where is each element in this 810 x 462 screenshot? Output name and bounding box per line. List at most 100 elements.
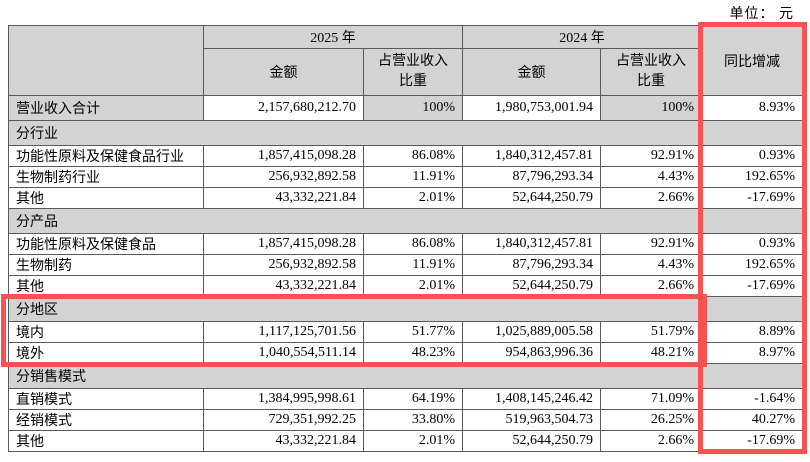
header-row-measures: 金额 占营业收入 比重 金额 占营业收入 比重 (9, 48, 803, 96)
amount-2025: 729,351,992.25 (203, 409, 364, 431)
amount-2024: 87,796,293.34 (462, 166, 601, 188)
amount-2024: 52,644,250.79 (462, 275, 601, 297)
amount-2024: 52,644,250.79 (462, 430, 601, 452)
table-row: 其他 43,332,221.84 2.01% 52,644,250.79 2.6… (8, 275, 803, 297)
yoy-change: 192.65% (701, 254, 803, 276)
pct-2024: 2.66% (600, 187, 702, 209)
header-corner-cell (8, 25, 204, 96)
section-label: 分产品 (8, 208, 803, 234)
header-amount-2025: 金额 (203, 48, 364, 96)
yoy-change: -17.69% (701, 430, 803, 452)
row-label: 其他 (8, 187, 204, 209)
row-total-revenue: 营业收入合计 2,157,680,212.70 100% 1,980,753,0… (8, 95, 803, 121)
header-amount-2024: 金额 (462, 48, 601, 96)
row-label: 其他 (8, 430, 204, 452)
table-row: 生物制药行业 256,932,892.58 11.91% 87,796,293.… (8, 166, 803, 188)
table-row: 功能性原料及保健食品 1,857,415,098.28 86.08% 1,840… (8, 233, 803, 255)
yoy-change: 192.65% (701, 166, 803, 188)
pct-2024: 4.43% (600, 166, 702, 188)
amount-2024: 954,863,996.36 (462, 342, 601, 364)
pct-2024: 2.66% (600, 275, 702, 297)
amount-2025: 1,117,125,701.56 (203, 321, 364, 343)
row-label: 其他 (8, 275, 204, 297)
amount-2025: 1,384,995,998.61 (203, 388, 364, 410)
yoy-change: 0.93% (701, 145, 803, 167)
row-label: 境外 (8, 342, 204, 364)
pct-2025: 100% (363, 95, 463, 121)
amount-2025: 43,332,221.84 (203, 430, 364, 452)
pct-2024: 51.79% (600, 321, 702, 343)
revenue-breakdown-table: 2025 年 2024 年 同比增减 金额 占营业收入 比重 金额 占营业收入 … (8, 25, 803, 452)
section-label: 分行业 (8, 120, 803, 146)
section-row-industry: 分行业 (8, 120, 803, 146)
row-label: 生物制药 (8, 254, 204, 276)
amount-2024: 519,963,504.73 (462, 409, 601, 431)
pct-2025: 86.08% (363, 233, 463, 255)
amount-2025: 43,332,221.84 (203, 187, 364, 209)
pct-2024: 2.66% (600, 430, 702, 452)
row-label: 境内 (8, 321, 204, 343)
yoy-change: -1.64% (701, 388, 803, 410)
pct-2024: 26.25% (600, 409, 702, 431)
amount-2025: 256,932,892.58 (203, 254, 364, 276)
pct-2025: 11.91% (363, 166, 463, 188)
row-label: 直销模式 (8, 388, 204, 410)
pct-2025: 2.01% (363, 187, 463, 209)
row-label: 功能性原料及保健食品行业 (8, 145, 204, 167)
amount-2025: 256,932,892.58 (203, 166, 364, 188)
amount-2024: 1,408,145,246.42 (462, 388, 601, 410)
yoy-change: -17.69% (701, 187, 803, 209)
amount-2024: 1,840,312,457.81 (462, 145, 601, 167)
pct-2024: 100% (600, 95, 702, 121)
section-row-sales-mode: 分销售模式 (8, 363, 803, 389)
pct-2024: 4.43% (600, 254, 702, 276)
pct-2025: 2.01% (363, 430, 463, 452)
header-pct-2025-line2: 比重 (399, 74, 427, 89)
header-pct-2024-line2: 比重 (637, 74, 665, 89)
yoy-change: 8.89% (701, 321, 803, 343)
amount-2024: 1,980,753,001.94 (462, 95, 601, 121)
table-row: 生物制药 256,932,892.58 11.91% 87,796,293.34… (8, 254, 803, 276)
table-row: 功能性原料及保健食品行业 1,857,415,098.28 86.08% 1,8… (8, 145, 803, 167)
unit-label: 单位： 元 (729, 7, 794, 22)
pct-2024: 92.91% (600, 145, 702, 167)
table-row: 其他 43,332,221.84 2.01% 52,644,250.79 2.6… (8, 187, 803, 209)
yoy-change: 0.93% (701, 233, 803, 255)
pct-2024: 92.91% (600, 233, 702, 255)
row-label: 功能性原料及保健食品 (8, 233, 204, 255)
pct-2025: 86.08% (363, 145, 463, 167)
header-pct-2025-line1: 占营业收入 (378, 53, 448, 69)
pct-2024: 71.09% (600, 388, 702, 410)
section-label: 分销售模式 (8, 363, 803, 389)
amount-2024: 52,644,250.79 (462, 187, 601, 209)
yoy-change: 8.97% (701, 342, 803, 364)
pct-2025: 64.19% (363, 388, 463, 410)
pct-2025: 2.01% (363, 275, 463, 297)
region-section-row: 分地区 (8, 296, 803, 322)
amount-2024: 1,025,889,005.58 (462, 321, 601, 343)
yoy-change: -17.69% (701, 275, 803, 297)
amount-2025: 2,157,680,212.70 (203, 95, 364, 121)
pct-2025: 33.80% (363, 409, 463, 431)
amount-2025: 1,857,415,098.28 (203, 233, 364, 255)
pct-2025: 48.23% (363, 342, 463, 364)
header-year-2025: 2025 年 (203, 25, 463, 49)
pct-2025: 51.77% (363, 321, 463, 343)
table-row: 经销模式 729,351,992.25 33.80% 519,963,504.7… (8, 409, 803, 431)
table-row: 其他 43,332,221.84 2.01% 52,644,250.79 2.6… (8, 430, 803, 452)
section-label: 分地区 (8, 296, 803, 322)
amount-2025: 1,040,554,511.14 (203, 342, 364, 364)
pct-2024: 48.21% (600, 342, 702, 364)
section-row-product: 分产品 (8, 208, 803, 234)
header-pct-2024-line1: 占营业收入 (616, 53, 686, 69)
amount-2025: 1,857,415,098.28 (203, 145, 364, 167)
row-region-overseas: 境外 1,040,554,511.14 48.23% 954,863,996.3… (8, 342, 803, 364)
table-row: 直销模式 1,384,995,998.61 64.19% 1,408,145,2… (8, 388, 803, 410)
amount-2024: 87,796,293.34 (462, 254, 601, 276)
header-year-2024: 2024 年 (462, 25, 702, 49)
row-region-domestic: 境内 1,117,125,701.56 51.77% 1,025,889,005… (8, 321, 803, 343)
header-pct-2025: 占营业收入 比重 (363, 48, 463, 96)
yoy-header-cell: 同比增减 (701, 25, 803, 96)
row-label: 经销模式 (8, 409, 204, 431)
pct-2025: 11.91% (363, 254, 463, 276)
